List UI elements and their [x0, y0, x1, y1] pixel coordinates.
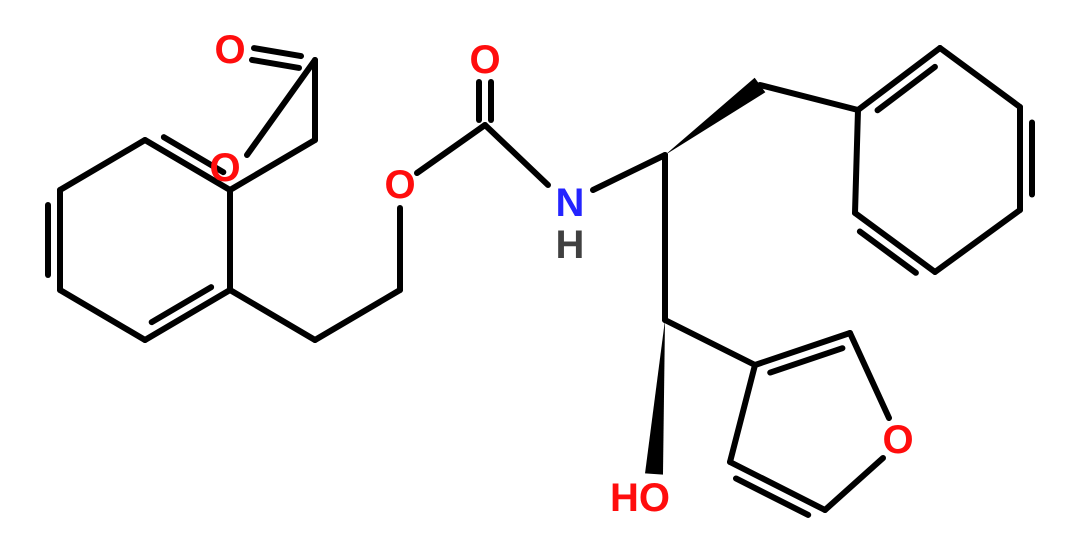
bond — [315, 290, 400, 340]
bond — [485, 125, 548, 185]
bond — [252, 60, 299, 68]
bond — [230, 140, 315, 190]
molecule-diagram: OOOONHOHO — [0, 0, 1067, 554]
atom-label: H — [556, 223, 585, 267]
bond — [60, 140, 145, 190]
bond — [760, 85, 858, 110]
bond — [825, 458, 883, 510]
bond — [850, 333, 889, 418]
bond — [940, 48, 1020, 107]
atom-label: N — [556, 181, 585, 225]
bond — [247, 60, 315, 155]
bond — [855, 213, 935, 272]
bond — [254, 48, 301, 56]
bond — [855, 110, 858, 213]
bond — [935, 210, 1020, 272]
bond — [858, 48, 940, 110]
atom-label: O — [469, 38, 500, 82]
bond — [593, 155, 665, 190]
atom-label: O — [882, 418, 913, 462]
bond — [730, 365, 755, 462]
atom-label: O — [384, 163, 415, 207]
atom-label: HO — [610, 476, 670, 520]
wedge-bond — [665, 78, 765, 155]
bond — [230, 290, 315, 340]
bond — [665, 320, 755, 365]
atom-label: O — [214, 28, 245, 72]
bond — [417, 125, 485, 173]
bond — [145, 290, 230, 340]
wedge-bond — [645, 320, 665, 475]
bond — [770, 348, 842, 372]
bond — [60, 290, 145, 340]
atom-label: O — [209, 146, 240, 190]
